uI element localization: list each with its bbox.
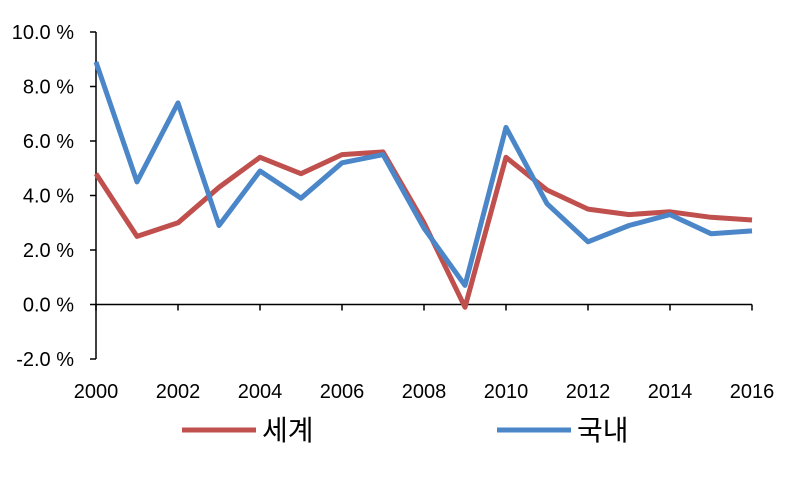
y-tick-label: 6.0 % xyxy=(23,131,74,153)
x-tick-label: 2000 xyxy=(74,381,119,403)
y-tick-label: 8.0 % xyxy=(23,77,74,99)
y-tick-label: 10.0 % xyxy=(12,22,74,44)
legend-label-1: 국내 xyxy=(577,415,629,446)
x-tick-label: 2004 xyxy=(238,381,283,403)
x-tick-label: 2010 xyxy=(484,381,529,403)
series-line-1 xyxy=(93,61,753,288)
legend-label-0: 세계 xyxy=(262,415,314,446)
y-tick-label: 4.0 % xyxy=(23,186,74,208)
x-tick-label: 2016 xyxy=(730,381,775,403)
x-tick-label: 2008 xyxy=(402,381,447,403)
x-tick-label: 2002 xyxy=(156,381,201,403)
series-line-0 xyxy=(93,149,753,310)
x-tick-label: 2012 xyxy=(566,381,611,403)
y-tick-label: -2.0 % xyxy=(16,349,74,371)
axes: -2.0 % 0.0 % 2.0 % 4.0 % 6.0 % 8.0 % 10.0 % 200… xyxy=(12,22,775,403)
x-tick-label: 2006 xyxy=(320,381,365,403)
y-tick-label: 0.0 % xyxy=(23,295,74,317)
x-tick-label: 2014 xyxy=(648,381,693,403)
series-group xyxy=(93,61,753,310)
y-tick-label: 2.0 % xyxy=(23,240,74,262)
legend: 세계 국내 xyxy=(182,415,629,446)
